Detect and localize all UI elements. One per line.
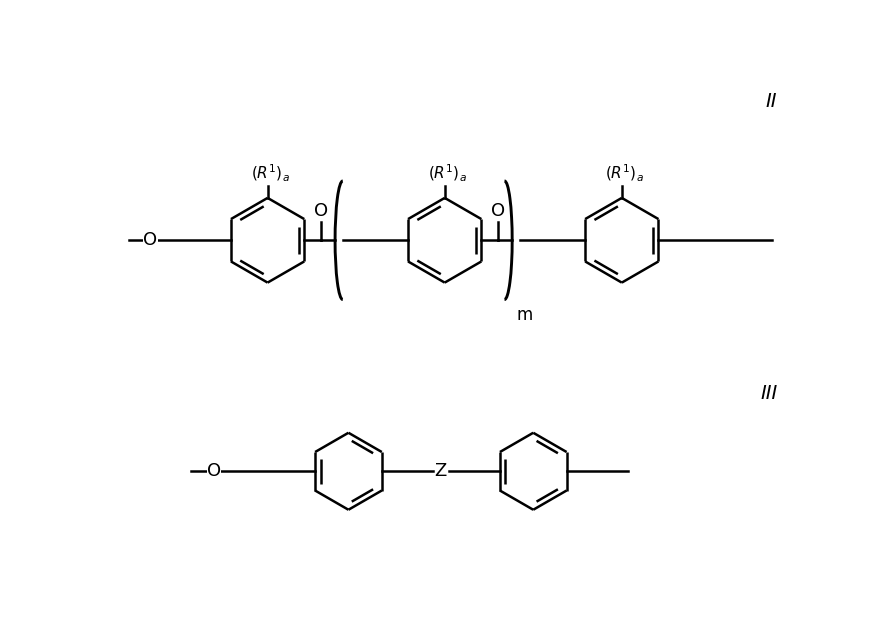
Text: O: O bbox=[207, 462, 221, 481]
Text: $(R^1)_a$: $(R^1)_a$ bbox=[429, 163, 467, 184]
Text: O: O bbox=[143, 231, 158, 249]
Text: III: III bbox=[760, 384, 777, 403]
Text: $(R^1)_a$: $(R^1)_a$ bbox=[606, 163, 644, 184]
Text: Z: Z bbox=[435, 462, 447, 481]
Text: $(R^1)_a$: $(R^1)_a$ bbox=[251, 163, 290, 184]
Text: O: O bbox=[315, 203, 328, 220]
Text: m: m bbox=[516, 306, 532, 324]
Text: II: II bbox=[766, 92, 777, 111]
Text: O: O bbox=[491, 203, 505, 220]
